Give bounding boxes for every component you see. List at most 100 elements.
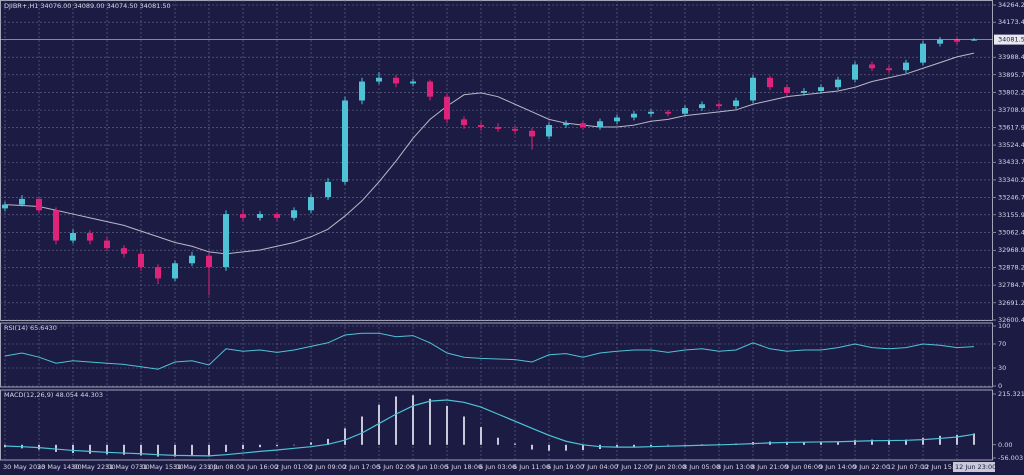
macd-bar (157, 444, 159, 457)
x-tick-label: 7 Jun 20:00 (649, 463, 686, 471)
y-tick-label: 33524.45 (998, 141, 1024, 149)
candle-body (903, 62, 909, 71)
candle-body (631, 113, 637, 118)
candle-body (138, 253, 144, 268)
x-tick-label: 9 Jun 06:00 (785, 463, 822, 471)
macd-bar (395, 396, 397, 445)
rsi-line (4, 332, 975, 370)
candle-body (801, 90, 807, 93)
y-tick-label: 34264.20 (998, 1, 1024, 9)
macd-bar (497, 437, 499, 445)
candle-body (70, 232, 76, 241)
last-price-box (994, 34, 1024, 45)
x-tick-label: 30 May 14:00 (37, 463, 82, 471)
x-tick-label: 31 May 07:00 (105, 463, 150, 471)
rsi-panel (0, 322, 993, 388)
candle-body (121, 248, 127, 254)
candle-body (835, 79, 841, 88)
candle-body (53, 210, 59, 241)
macd-bar (191, 444, 193, 457)
macd-bar (89, 444, 91, 454)
x-tick-label: 8 Jun 13:00 (717, 463, 754, 471)
y-tick-label: 32968.95 (998, 246, 1024, 254)
price-panel (0, 0, 993, 321)
y-tick-label: 70 (998, 340, 1006, 348)
macd-bar (871, 439, 873, 445)
macd-bar (973, 433, 975, 445)
y-tick-label: 0.00 (998, 441, 1012, 449)
x-tick-label: 8 Jun 05:00 (683, 463, 720, 471)
y-tick-label: 100 (998, 322, 1010, 330)
macd-bar (55, 444, 57, 452)
macd-bar (922, 437, 924, 445)
y-tick-label: 33708.95 (998, 106, 1024, 114)
last-price-label: 34081.50 (998, 36, 1024, 44)
x-tick-label: 7 Jun 04:00 (581, 463, 618, 471)
x-tick-label: 31 May 23:00 (173, 463, 218, 471)
candle-body (597, 121, 603, 127)
macd-bar (174, 444, 176, 457)
macd-bar (956, 434, 958, 445)
x-tick-label: 1 Jun 08:00 (207, 463, 244, 471)
candle-body (665, 111, 671, 114)
candle-body (869, 64, 875, 69)
y-tick-label: 30 (998, 364, 1006, 372)
candle-body (818, 87, 824, 91)
x-tick-label: 31 May 15:00 (139, 463, 184, 471)
candle-body (767, 77, 773, 88)
candle-body (274, 214, 280, 218)
candle-body (206, 255, 212, 268)
candle-body (342, 100, 348, 182)
macd-bar (633, 444, 635, 447)
macd-bar (310, 442, 312, 445)
macd-bar (412, 395, 414, 445)
candle-body (648, 111, 654, 114)
candle-body (36, 198, 42, 211)
x-tick-label: 12 Jun 15:00 (921, 463, 962, 471)
candle-body (376, 77, 382, 82)
x-tick-label: 6 Jun 03:00 (479, 463, 516, 471)
macd-label: MACD(12,26,9) 48.054 44.303 (4, 391, 103, 399)
macd-bar (276, 444, 278, 446)
candle-body (699, 104, 705, 109)
macd-bar (429, 398, 431, 445)
y-tick-label: 34173.45 (998, 18, 1024, 26)
macd-bar (837, 441, 839, 445)
macd-bar (208, 444, 210, 457)
macd-bar (327, 438, 329, 445)
x-tick-label: 9 Jun 22:00 (853, 463, 890, 471)
macd-bar (803, 441, 805, 445)
x-tick-label: 12 Jun 07:00 (887, 463, 928, 471)
rsi-label: RSI(14) 65.6430 (4, 324, 57, 332)
candle-body (223, 214, 229, 268)
macd-bar (616, 444, 618, 448)
x-tick-label: 2 Jun 09:00 (309, 463, 346, 471)
macd-bar (344, 428, 346, 445)
x-tick-label: 5 Jun 10:00 (411, 463, 448, 471)
candle-body (512, 128, 518, 131)
chart-title: DJIBR+,H1 34076.00 34089.00 34074.50 340… (4, 2, 171, 10)
moving-average (4, 52, 975, 255)
macd-bar (820, 441, 822, 445)
macd-bar (684, 444, 686, 446)
macd-bar (293, 444, 295, 446)
macd-bar (514, 443, 516, 445)
x-tick-label: 2 Jun 01:00 (275, 463, 312, 471)
macd-bar (548, 444, 550, 451)
x-tick-label: 12 Jun 23:00 (955, 463, 996, 471)
x-tick-label: 5 Jun 02:00 (377, 463, 414, 471)
candle-body (393, 77, 399, 84)
y-tick-label: 0 (998, 382, 1002, 390)
candle-body (784, 87, 790, 93)
y-tick-label: 215.321 (998, 390, 1024, 398)
candle-body (240, 214, 246, 218)
candle-body (546, 125, 552, 137)
macd-bar (565, 444, 567, 451)
candle-body (87, 232, 93, 241)
macd-bar (650, 444, 652, 446)
y-tick-label: 33895.70 (998, 71, 1024, 79)
x-tick-label: 6 Jun 11:00 (513, 463, 550, 471)
candle-body (682, 108, 688, 114)
y-tick-label: 32878.20 (998, 263, 1024, 271)
